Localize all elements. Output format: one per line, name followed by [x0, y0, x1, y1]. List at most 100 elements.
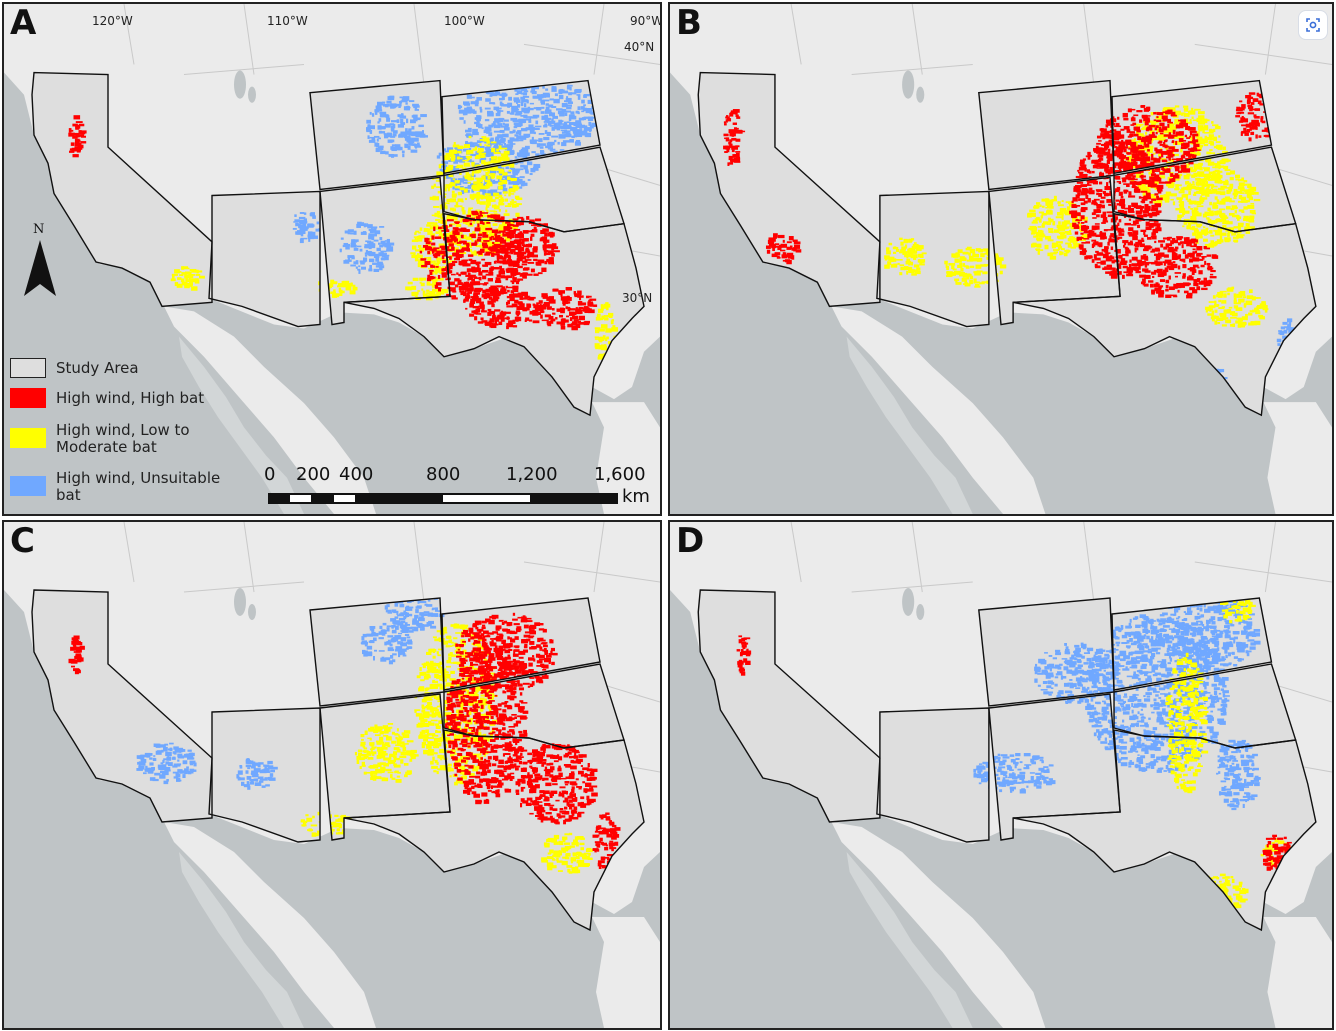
unsuitable-bat-cell	[556, 100, 560, 104]
high-bat-cell	[1151, 179, 1155, 182]
unsuitable-bat-cell	[380, 147, 384, 151]
moderate-bat-cell	[1168, 123, 1175, 128]
scale-tick-800: 800	[426, 464, 461, 485]
high-bat-cell	[1192, 140, 1196, 144]
moderate-bat-cell	[994, 258, 998, 262]
unsuitable-bat-cell	[299, 227, 303, 231]
unsuitable-bat-cell	[470, 101, 476, 105]
moderate-bat-cell	[1213, 202, 1221, 205]
high-bat-cell	[1141, 237, 1144, 240]
unsuitable-bat-cell	[488, 153, 494, 157]
high-bat-cell	[1147, 212, 1154, 217]
high-bat-cell	[491, 229, 499, 233]
high-bat-cell	[1155, 125, 1159, 128]
moderate-bat-cell	[467, 158, 471, 161]
moderate-bat-cell	[970, 257, 978, 262]
moderate-bat-cell	[462, 222, 469, 224]
high-bat-cell	[1088, 255, 1091, 260]
high-bat-cell	[451, 297, 458, 300]
moderate-bat-cell	[502, 191, 508, 194]
moderate-bat-cell	[1203, 132, 1211, 134]
high-bat-cell	[467, 254, 474, 257]
high-bat-cell	[1116, 180, 1121, 183]
moderate-bat-cell	[1236, 216, 1242, 219]
unsuitable-bat-cell	[358, 269, 361, 274]
moderate-bat-cell	[455, 166, 458, 169]
unsuitable-bat-cell	[383, 103, 390, 107]
state-texas	[1013, 213, 1316, 416]
unsuitable-bat-cell	[405, 128, 408, 132]
moderate-bat-cell	[1204, 211, 1210, 217]
high-bat-cell	[1172, 174, 1180, 179]
unsuitable-bat-cell	[467, 127, 472, 131]
moderate-bat-cell	[469, 245, 473, 248]
high-bat-cell	[1135, 210, 1142, 215]
moderate-bat-cell	[1233, 305, 1239, 309]
high-bat-cell	[1074, 231, 1079, 235]
high-bat-cell	[529, 219, 535, 224]
moderate-bat-cell	[1056, 224, 1062, 229]
legend-label-study-area: Study Area	[56, 359, 139, 377]
moderate-bat-cell	[468, 209, 472, 212]
unsuitable-bat-cell	[442, 161, 449, 165]
moderate-bat-cell	[1178, 173, 1183, 177]
moderate-bat-cell	[1197, 127, 1203, 131]
high-bat-cell	[1178, 170, 1183, 173]
moderate-bat-cell	[1211, 220, 1216, 225]
unsuitable-bat-cell	[573, 123, 577, 127]
moderate-bat-cell	[1039, 204, 1042, 207]
high-bat-cell	[1118, 254, 1123, 259]
moderate-bat-cell	[417, 253, 420, 257]
moderate-bat-cell	[412, 277, 419, 281]
moderate-bat-cell	[1057, 245, 1061, 251]
moderate-bat-cell	[481, 160, 486, 165]
unsuitable-bat-cell	[363, 257, 368, 262]
high-bat-cell	[1111, 129, 1117, 132]
high-bat-cell	[521, 241, 525, 244]
high-bat-cell	[1103, 151, 1111, 156]
unsuitable-bat-cell	[536, 143, 541, 148]
high-bat-cell	[1176, 158, 1184, 162]
high-bat-cell	[495, 238, 502, 242]
unsuitable-bat-cell	[367, 125, 371, 129]
high-bat-cell	[1108, 238, 1114, 243]
moderate-bat-cell	[454, 180, 460, 182]
moderate-bat-cell	[598, 328, 605, 332]
moderate-bat-cell	[449, 216, 456, 220]
moderate-bat-cell	[512, 185, 518, 189]
unsuitable-bat-cell	[368, 235, 372, 240]
high-bat-cell	[1105, 252, 1111, 254]
high-bat-cell	[1120, 196, 1124, 199]
moderate-bat-cell	[1237, 178, 1240, 180]
unsuitable-bat-cell	[585, 108, 592, 112]
high-bat-cell	[488, 246, 494, 250]
unsuitable-bat-cell	[340, 237, 344, 240]
moderate-bat-cell	[478, 224, 482, 228]
high-bat-cell	[1080, 232, 1084, 235]
moderate-bat-cell	[507, 176, 511, 180]
high-bat-cell	[487, 294, 493, 297]
unsuitable-bat-cell	[510, 111, 515, 115]
moderate-bat-cell	[919, 263, 925, 266]
high-bat-cell	[1128, 218, 1132, 221]
moderate-bat-cell	[445, 184, 451, 187]
high-bat-cell	[1136, 181, 1142, 186]
moderate-bat-cell	[1245, 199, 1250, 203]
unsuitable-bat-cell	[457, 181, 462, 186]
moderate-bat-cell	[452, 144, 460, 148]
high-bat-cell	[1164, 259, 1172, 264]
high-bat-cell	[1146, 196, 1151, 200]
moderate-bat-cell	[1051, 242, 1059, 248]
moderate-bat-cell	[1241, 177, 1245, 182]
high-bat-cell	[1180, 169, 1186, 173]
high-bat-cell	[1113, 162, 1119, 166]
unsuitable-bat-cell	[388, 153, 394, 157]
moderate-bat-cell	[1245, 313, 1248, 319]
moderate-bat-cell	[500, 153, 507, 157]
high-bat-cell	[1076, 236, 1083, 241]
high-bat-cell	[529, 310, 535, 315]
high-bat-cell	[1184, 254, 1189, 259]
map-canvas-b	[670, 4, 1332, 514]
moderate-bat-cell	[1196, 205, 1204, 208]
high-bat-cell	[548, 299, 556, 304]
